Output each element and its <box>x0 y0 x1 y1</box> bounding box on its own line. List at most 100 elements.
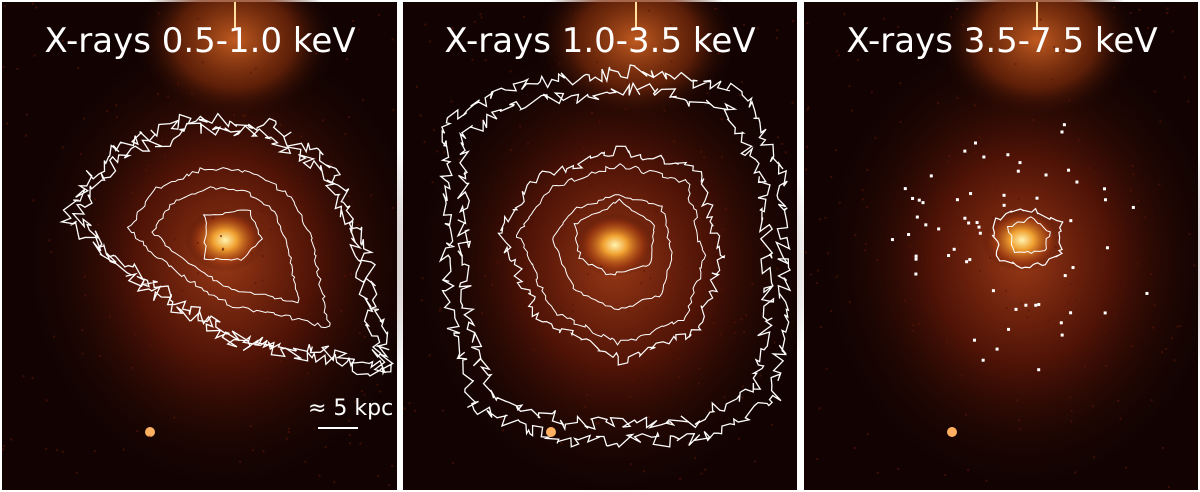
noise <box>835 149 838 152</box>
noise <box>759 374 762 377</box>
noise <box>737 437 740 440</box>
speck <box>995 347 999 351</box>
noise <box>807 106 810 109</box>
noise <box>157 203 160 206</box>
noise <box>605 188 608 191</box>
noise <box>345 58 348 61</box>
noise <box>510 149 513 152</box>
noise <box>937 102 940 105</box>
noise <box>720 118 723 121</box>
noise <box>838 201 841 204</box>
noise <box>262 308 265 311</box>
noise <box>582 189 585 192</box>
noise <box>1002 8 1005 11</box>
noise <box>349 273 352 276</box>
noise <box>249 425 252 428</box>
noise <box>254 282 257 285</box>
noise <box>912 255 915 258</box>
noise <box>830 175 833 178</box>
noise <box>1067 300 1070 303</box>
noise <box>261 255 264 258</box>
contour <box>1006 216 1051 255</box>
noise <box>613 366 616 369</box>
noise <box>1105 364 1108 367</box>
noise <box>131 366 134 369</box>
noise <box>260 210 263 213</box>
noise <box>1101 273 1104 276</box>
speck <box>952 247 956 251</box>
noise <box>781 142 784 145</box>
noise <box>974 65 977 68</box>
noise <box>441 409 444 412</box>
speck <box>929 174 933 178</box>
noise <box>1173 359 1176 362</box>
noise <box>287 430 290 433</box>
speck <box>1007 327 1011 331</box>
noise <box>45 399 48 402</box>
contour <box>991 207 1064 269</box>
noise <box>484 274 487 277</box>
speck <box>1002 193 1006 197</box>
noise <box>348 419 351 422</box>
noise <box>1105 329 1108 332</box>
noise <box>1088 166 1091 169</box>
noise <box>196 241 199 244</box>
noise <box>438 309 441 312</box>
speck <box>1069 311 1073 315</box>
star <box>145 427 155 437</box>
noise <box>270 228 273 231</box>
noise <box>628 395 631 398</box>
noise <box>156 92 159 95</box>
speck <box>911 196 915 200</box>
noise <box>115 104 118 107</box>
noise <box>147 164 150 167</box>
noise <box>632 379 635 382</box>
noise <box>717 52 720 55</box>
noise <box>132 259 135 262</box>
noise <box>479 13 482 16</box>
top-glow <box>937 0 1137 120</box>
noise <box>1137 199 1140 202</box>
noise <box>916 198 919 201</box>
noise <box>597 422 600 425</box>
noise <box>740 81 743 84</box>
noise <box>138 199 141 202</box>
speck <box>963 149 967 153</box>
noise <box>296 14 299 17</box>
noise <box>882 17 885 20</box>
noise <box>1005 289 1008 292</box>
noise <box>1076 206 1079 209</box>
noise <box>1179 325 1182 328</box>
noise <box>301 205 304 208</box>
noise <box>33 54 36 57</box>
noise <box>1065 361 1068 364</box>
noise <box>433 129 436 132</box>
noise <box>673 199 676 202</box>
noise <box>723 396 726 399</box>
noise <box>424 23 427 26</box>
noise <box>945 319 948 322</box>
noise <box>1166 7 1169 10</box>
noise <box>995 189 998 192</box>
noise <box>266 377 269 380</box>
noise <box>1096 44 1099 47</box>
noise <box>1014 63 1017 66</box>
noise <box>287 260 290 263</box>
noise <box>131 191 134 194</box>
noise <box>344 133 347 136</box>
noise <box>1019 428 1022 431</box>
noise <box>806 145 809 148</box>
noise <box>157 12 160 15</box>
noise <box>1068 99 1071 102</box>
noise <box>533 309 536 312</box>
speck <box>907 233 911 237</box>
noise <box>751 283 754 286</box>
noise <box>10 438 13 441</box>
noise <box>420 299 423 302</box>
noise <box>1087 333 1090 336</box>
noise <box>232 114 235 117</box>
noise <box>864 249 867 252</box>
noise <box>654 209 657 212</box>
noise <box>2 448 5 451</box>
noise <box>31 376 34 379</box>
